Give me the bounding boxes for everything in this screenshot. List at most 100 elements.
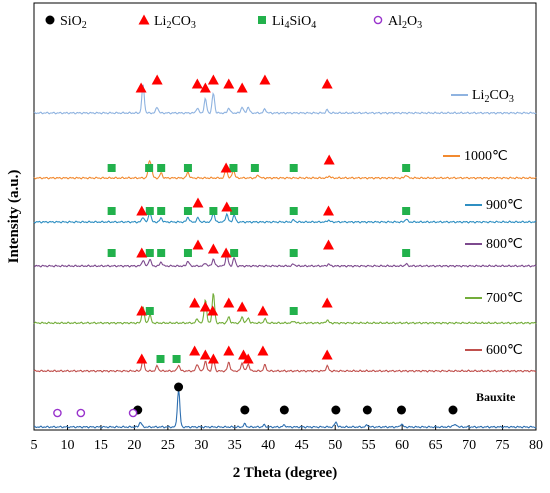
peak-marker-li4sio4	[157, 207, 166, 215]
peak-marker-li4sio4	[145, 307, 154, 315]
series-label-3: 800℃	[486, 237, 523, 252]
x-tick-label: 40	[261, 438, 275, 453]
peak-marker-li2co3	[151, 74, 163, 85]
peak-marker-li2co3	[199, 301, 211, 312]
peak-marker-li4sio4	[107, 207, 116, 215]
peak-marker-li4sio4	[157, 249, 166, 257]
legend-label-li2co3: Li2CO3	[154, 14, 196, 31]
peak-marker-li4sio4	[145, 207, 154, 215]
series-label-4: 700℃	[486, 291, 523, 306]
peak-marker-al2o3	[76, 408, 86, 418]
peak-marker-li2co3	[238, 349, 250, 360]
peak-marker-sio2	[331, 405, 341, 415]
peak-marker-li2co3	[207, 74, 219, 85]
peak-marker-li4sio4	[402, 164, 411, 172]
series-line-3	[33, 251, 537, 268]
peak-marker-li2co3	[207, 243, 219, 254]
peak-marker-sio2	[362, 405, 372, 415]
peak-marker-li4sio4	[157, 164, 166, 172]
x-tick-label: 30	[194, 438, 208, 453]
peak-marker-li2co3	[136, 247, 148, 258]
series-line-4	[33, 293, 537, 325]
peak-marker-li4sio4	[107, 164, 116, 172]
peak-marker-sio2	[279, 405, 289, 415]
peak-marker-li2co3	[135, 82, 147, 93]
legend-marker-sio2	[45, 15, 55, 25]
peak-marker-li4sio4	[289, 249, 298, 257]
peak-marker-sio2	[396, 405, 406, 415]
peak-marker-li2co3	[221, 201, 233, 212]
legend-label-sio2: SiO2	[60, 14, 87, 31]
peak-marker-li2co3	[199, 349, 211, 360]
peak-marker-li2co3	[189, 345, 201, 356]
peak-marker-li4sio4	[145, 249, 154, 257]
peak-marker-li2co3	[199, 82, 211, 93]
legend-label-li4sio4: Li4SiO4	[272, 14, 316, 31]
peak-marker-li2co3	[321, 78, 333, 89]
series-label-6: Bauxite	[476, 390, 516, 404]
peak-marker-li2co3	[136, 305, 148, 316]
peak-marker-sio2	[448, 405, 458, 415]
peak-marker-li4sio4	[230, 249, 239, 257]
peak-marker-li4sio4	[183, 249, 192, 257]
x-tick-label: 55	[362, 438, 376, 453]
series-label-1: 1000℃	[464, 149, 508, 164]
peak-marker-li2co3	[223, 78, 235, 89]
legend-marker-li2co3	[138, 14, 150, 25]
peak-marker-li2co3	[220, 162, 232, 173]
peak-marker-li2co3	[321, 297, 333, 308]
peak-marker-li4sio4	[402, 207, 411, 215]
peak-marker-li2co3	[220, 247, 232, 258]
peak-marker-li2co3	[191, 78, 203, 89]
peak-marker-li2co3	[223, 345, 235, 356]
peak-marker-li4sio4	[250, 164, 259, 172]
peak-marker-li4sio4	[289, 164, 298, 172]
peak-marker-li2co3	[242, 353, 254, 364]
peak-marker-li2co3	[323, 205, 335, 216]
peak-marker-li4sio4	[289, 207, 298, 215]
series-line-6	[33, 388, 537, 429]
x-tick-label: 60	[395, 438, 409, 453]
x-tick-label: 45	[295, 438, 309, 453]
peak-marker-li4sio4	[156, 355, 165, 363]
series-line-1	[33, 159, 537, 180]
peak-marker-li2co3	[321, 349, 333, 360]
peak-marker-li2co3	[189, 297, 201, 308]
peak-marker-li2co3	[257, 305, 269, 316]
peak-marker-li2co3	[259, 74, 271, 85]
legend-marker-al2o3	[373, 15, 383, 25]
x-tick-label: 5	[31, 438, 38, 453]
x-tick-label: 70	[462, 438, 476, 453]
y-axis-label: Intensity (a.u.)	[6, 170, 22, 264]
peak-marker-li4sio4	[183, 164, 192, 172]
peak-marker-li2co3	[223, 297, 235, 308]
peak-marker-li2co3	[207, 353, 219, 364]
peak-marker-li4sio4	[402, 249, 411, 257]
peak-marker-li2co3	[236, 301, 248, 312]
x-tick-label: 50	[328, 438, 342, 453]
peak-marker-li2co3	[323, 154, 335, 165]
legend-marker-li4sio4	[258, 16, 266, 24]
series-line-2	[33, 211, 537, 224]
x-tick-label: 35	[228, 438, 242, 453]
series-label-2: 900℃	[486, 198, 523, 213]
x-tick-label: 10	[60, 438, 74, 453]
plot-frame	[33, 2, 537, 431]
peak-marker-sio2	[240, 405, 250, 415]
peak-marker-li2co3	[192, 197, 204, 208]
peak-marker-li2co3	[323, 239, 335, 250]
peak-marker-al2o3	[53, 408, 62, 418]
x-tick-label: 20	[127, 438, 141, 453]
series-line-5	[33, 356, 537, 373]
peak-marker-al2o3	[128, 408, 138, 418]
legend-label-al2o3: Al2O3	[388, 14, 422, 31]
series-label-0: Li2CO3	[472, 88, 514, 105]
series-line-0	[33, 84, 537, 115]
peak-marker-sio2	[174, 382, 184, 392]
x-tick-label: 25	[161, 438, 175, 453]
peak-marker-li4sio4	[230, 207, 239, 215]
series-label-5: 600℃	[486, 343, 523, 358]
x-tick-label: 15	[94, 438, 108, 453]
peak-marker-li2co3	[257, 345, 269, 356]
peak-marker-li4sio4	[145, 164, 154, 172]
